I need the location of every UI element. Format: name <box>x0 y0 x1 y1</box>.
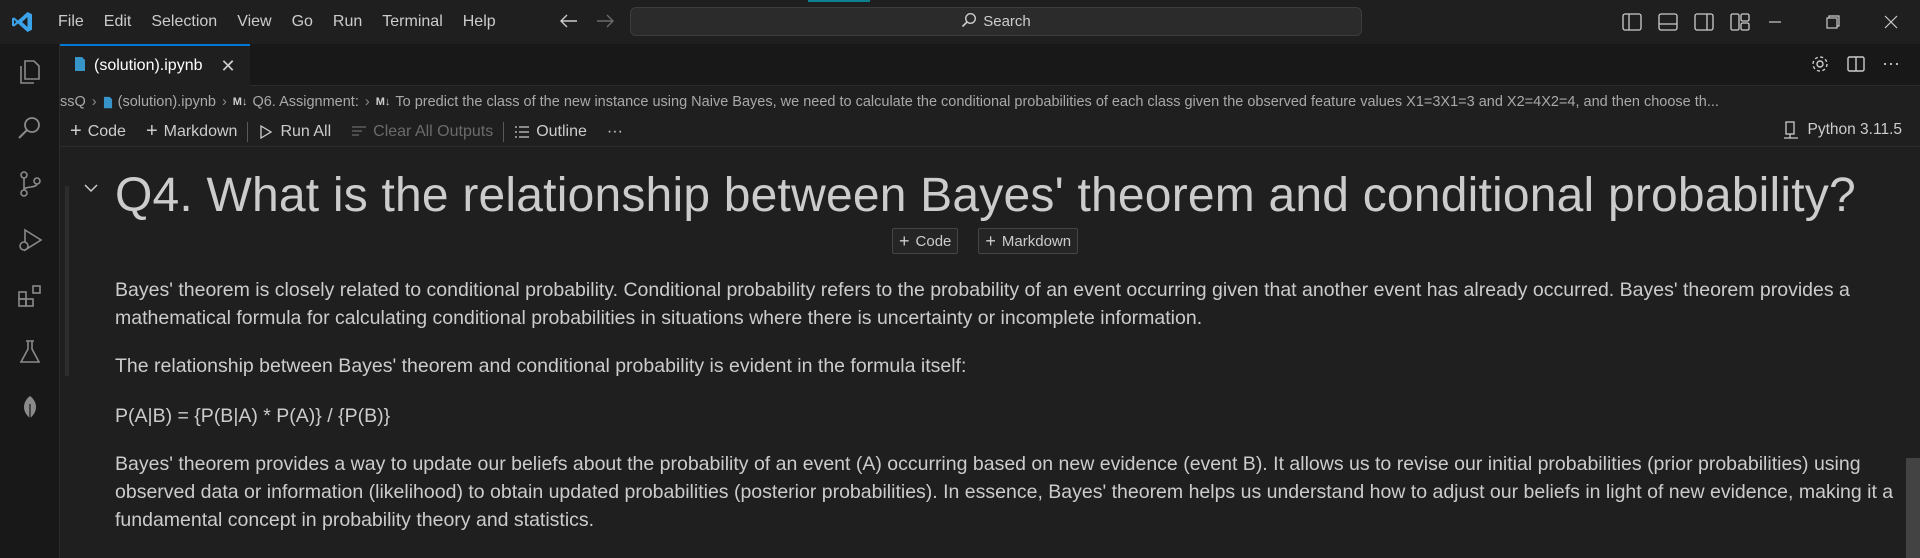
source-control-icon[interactable] <box>0 156 60 212</box>
menu-bar: File Edit Selection View Go Run Terminal… <box>48 7 506 37</box>
tab-solution-notebook[interactable]: (solution).ipynb ✕ <box>60 44 250 86</box>
title-accent-bar <box>808 0 870 2</box>
markdown-cell-icon: M↓ <box>375 96 391 108</box>
more-actions-icon[interactable]: ··· <box>1882 53 1900 73</box>
clear-all-icon <box>352 125 367 136</box>
menu-view[interactable]: View <box>237 13 272 30</box>
add-code-label: Code <box>87 122 126 140</box>
explorer-icon[interactable] <box>0 44 60 100</box>
paragraph: The relationship between Bayes' theorem … <box>115 355 967 377</box>
toolbar-divider <box>247 121 249 142</box>
command-center-search[interactable]: Search <box>630 7 1362 36</box>
paragraph: Bayes' theorem is closely related to con… <box>115 279 1850 329</box>
vscode-logo-icon <box>0 0 44 44</box>
search-label: Search <box>983 13 1031 30</box>
menu-selection[interactable]: Selection <box>151 13 218 30</box>
notebook-file-icon <box>103 96 112 108</box>
extensions-icon[interactable] <box>0 268 60 324</box>
breadcrumb-item-folder[interactable]: ssQ <box>60 94 86 110</box>
title-bar: File Edit Selection View Go Run Terminal… <box>0 0 1920 44</box>
breadcrumb-chevron-icon: › <box>91 94 97 110</box>
tab-close-icon[interactable]: ✕ <box>220 55 236 76</box>
cell-heading: Q4. What is the relationship between Bay… <box>115 169 1856 222</box>
menu-terminal[interactable]: Terminal <box>382 13 443 30</box>
leaf-extension-icon[interactable] <box>0 380 60 436</box>
add-code-cell-button[interactable]: + Code <box>60 120 136 143</box>
breadcrumb-notebook-label: (solution).ipynb <box>117 94 216 110</box>
clear-all-label: Clear All Outputs <box>373 122 494 140</box>
plus-icon: + <box>899 230 910 251</box>
toolbar-divider <box>503 121 505 142</box>
close-window-icon[interactable] <box>1862 0 1920 44</box>
kernel-picker[interactable]: Python 3.11.5 <box>1783 121 1902 139</box>
breadcrumb: ssQ › (solution).ipynb › M↓ Q6. Assignme… <box>60 88 1920 116</box>
search-icon <box>961 12 977 32</box>
minimize-icon[interactable] <box>1746 0 1804 44</box>
plus-icon: + <box>145 120 158 142</box>
restore-icon[interactable] <box>1804 0 1862 44</box>
breadcrumb-chevron-icon: › <box>221 94 227 110</box>
insert-code-cell-button[interactable]: + Code <box>892 228 959 254</box>
breadcrumb-chevron-icon: › <box>364 94 370 110</box>
split-editor-icon[interactable] <box>1846 54 1866 79</box>
menu-run[interactable]: Run <box>332 13 363 30</box>
collapse-chevron-icon[interactable] <box>84 180 98 198</box>
editor-tabs: (solution).ipynb ✕ ··· <box>60 44 1920 86</box>
breadcrumb-item-notebook[interactable]: (solution).ipynb <box>103 94 216 110</box>
paragraph: Bayes' theorem provides a way to update … <box>115 453 1894 531</box>
notebook-settings-gear-icon[interactable] <box>1810 54 1830 79</box>
outline-label: Outline <box>536 122 587 140</box>
outline-list-icon <box>515 125 530 138</box>
breadcrumb-item-q6[interactable]: M↓ Q6. Assignment: <box>233 94 359 110</box>
insert-code-label: Code <box>915 232 952 250</box>
run-all-icon <box>260 124 273 139</box>
formula: P(A|B) = {P(B|A) * P(A)} / {P(B)} <box>115 405 391 427</box>
outline-button[interactable]: Outline <box>504 123 597 141</box>
toggle-primary-sidebar-icon[interactable] <box>1620 10 1644 34</box>
activity-bar <box>0 44 60 558</box>
tab-label: (solution).ipynb <box>94 57 203 74</box>
menu-file[interactable]: File <box>58 13 84 30</box>
breadcrumb-q6-label: Q6. Assignment: <box>252 94 359 110</box>
run-all-button[interactable]: Run All <box>248 123 341 141</box>
markdown-cell-icon: M↓ <box>232 96 248 108</box>
kernel-label: Python 3.11.5 <box>1807 121 1902 138</box>
insert-markdown-cell-button[interactable]: + Markdown <box>978 228 1079 254</box>
forward-arrow-icon[interactable] <box>596 10 614 32</box>
customize-layout-icon[interactable] <box>1728 10 1752 34</box>
breadcrumb-item-text[interactable]: M↓ To predict the class of the new insta… <box>376 94 1719 110</box>
more-toolbar-actions-icon[interactable]: ··· <box>606 122 623 140</box>
menu-go[interactable]: Go <box>291 13 313 30</box>
menu-help[interactable]: Help <box>462 13 496 30</box>
notebook-toolbar: + Code + Markdown Run All Clear All Outp… <box>60 117 1920 147</box>
plus-icon: + <box>70 120 82 142</box>
notebook-file-icon <box>74 56 86 77</box>
add-markdown-label: Markdown <box>163 122 238 140</box>
toggle-panel-icon[interactable] <box>1656 10 1680 34</box>
run-all-label: Run All <box>280 122 332 140</box>
insert-markdown-label: Markdown <box>1001 232 1072 250</box>
cell-focus-indicator <box>65 186 69 376</box>
menu-edit[interactable]: Edit <box>103 13 132 30</box>
plus-icon: + <box>985 230 996 251</box>
search-icon[interactable] <box>0 100 60 156</box>
add-markdown-cell-button[interactable]: + Markdown <box>136 120 248 143</box>
toggle-secondary-sidebar-icon[interactable] <box>1692 10 1716 34</box>
clear-all-outputs-button[interactable]: Clear All Outputs <box>341 123 503 141</box>
breadcrumb-text-label: To predict the class of the new instance… <box>395 94 1719 110</box>
notebook-content: Q4. What is the relationship between Bay… <box>60 148 1920 558</box>
run-debug-icon[interactable] <box>0 212 60 268</box>
testing-flask-icon[interactable] <box>0 324 60 380</box>
back-arrow-icon[interactable] <box>560 10 578 32</box>
kernel-icon <box>1784 121 1799 139</box>
scrollbar-thumb[interactable] <box>1906 458 1920 558</box>
